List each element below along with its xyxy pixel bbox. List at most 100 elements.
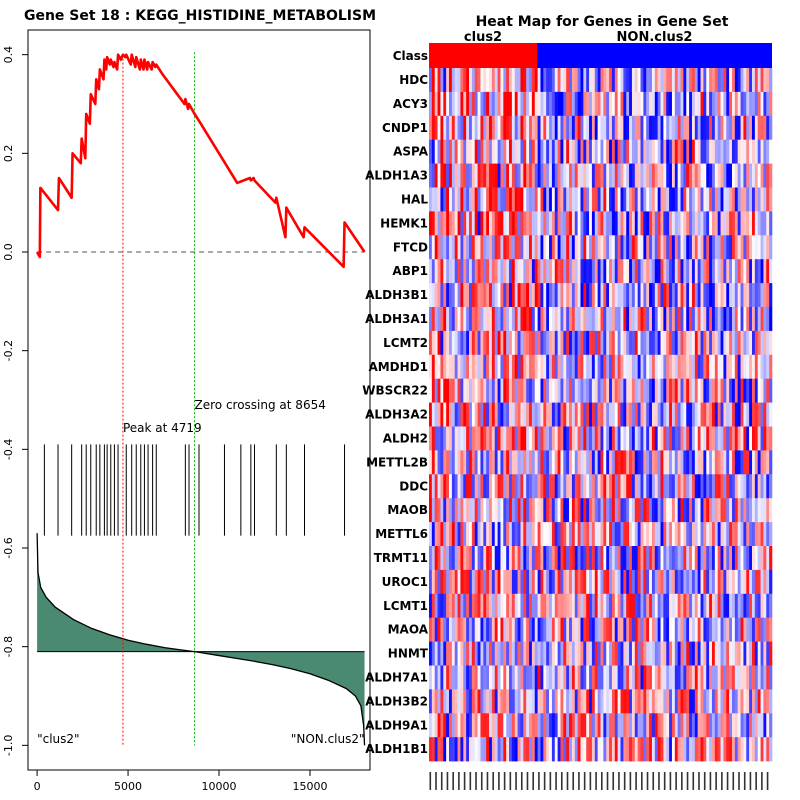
heat-cell bbox=[551, 115, 556, 140]
heat-cell bbox=[751, 283, 756, 308]
heat-cell bbox=[597, 307, 601, 332]
heat-cell bbox=[763, 713, 767, 738]
heat-cell bbox=[631, 235, 636, 260]
heat-cell bbox=[720, 307, 724, 332]
heat-cell bbox=[646, 187, 650, 212]
heat-cell bbox=[591, 378, 596, 403]
heat-cell bbox=[769, 665, 773, 690]
heat-cell bbox=[546, 617, 550, 642]
heat-cell bbox=[754, 546, 759, 571]
heat-cell bbox=[754, 163, 759, 188]
heat-cell bbox=[477, 593, 481, 618]
heat-cell bbox=[569, 569, 573, 595]
heat-cell bbox=[429, 163, 433, 188]
heat-cell bbox=[554, 402, 558, 427]
heat-cell bbox=[451, 330, 456, 356]
heat-cell bbox=[731, 737, 736, 762]
heat-cell bbox=[766, 402, 770, 427]
heat-cell bbox=[743, 641, 747, 666]
heat-cell bbox=[766, 307, 770, 332]
heat-cell bbox=[714, 235, 718, 260]
heat-cell bbox=[731, 235, 736, 260]
sample-label-mark bbox=[452, 772, 454, 790]
heat-cell bbox=[614, 115, 618, 140]
heat-cell bbox=[606, 68, 610, 93]
heat-cell bbox=[429, 187, 433, 212]
heat-cell bbox=[669, 546, 673, 571]
heat-cell bbox=[526, 139, 530, 164]
heat-cell bbox=[686, 259, 690, 284]
heat-cell bbox=[460, 546, 464, 571]
heat-cell bbox=[671, 474, 676, 499]
heat-cell bbox=[703, 617, 707, 642]
heat-cell bbox=[614, 641, 618, 666]
heat-cell bbox=[766, 474, 770, 499]
heat-cell bbox=[737, 163, 741, 188]
heat-cell bbox=[500, 474, 504, 499]
heat-cell bbox=[466, 187, 470, 212]
heat-cell bbox=[466, 378, 470, 403]
heat-cell bbox=[697, 665, 701, 690]
heat-cell bbox=[691, 450, 696, 475]
heat-cell bbox=[723, 139, 727, 164]
heat-cell bbox=[443, 737, 447, 762]
heat-cell bbox=[483, 426, 487, 451]
heat-cell bbox=[743, 569, 747, 595]
heat-cell bbox=[651, 522, 656, 547]
heat-cell bbox=[711, 474, 716, 499]
heat-cell bbox=[574, 235, 578, 260]
heat-cell bbox=[769, 211, 773, 236]
heat-cell bbox=[457, 498, 461, 523]
heat-cell bbox=[743, 91, 747, 117]
heat-cell bbox=[606, 211, 610, 236]
heat-cell bbox=[591, 498, 596, 523]
heat-cell bbox=[700, 259, 704, 284]
heat-cell bbox=[540, 91, 544, 117]
heat-cell bbox=[443, 474, 447, 499]
heat-cell bbox=[551, 211, 556, 236]
heat-cell bbox=[560, 426, 564, 451]
heat-cell bbox=[431, 593, 436, 618]
heat-cell bbox=[746, 91, 750, 117]
heat-cell bbox=[569, 163, 573, 188]
heat-cell bbox=[594, 593, 598, 618]
heat-cell bbox=[526, 617, 530, 642]
heat-cell bbox=[714, 330, 718, 356]
heat-cell bbox=[523, 330, 527, 356]
heat-cell bbox=[597, 330, 601, 356]
heat-cell bbox=[560, 546, 564, 571]
heat-cell bbox=[471, 641, 476, 666]
heat-cell bbox=[620, 259, 624, 284]
heat-cell bbox=[746, 665, 750, 690]
heat-cell bbox=[529, 402, 533, 427]
heat-cell bbox=[460, 91, 464, 117]
heat-cell bbox=[626, 259, 630, 284]
heat-cell bbox=[751, 354, 756, 379]
heat-cell bbox=[769, 115, 773, 140]
heat-cell bbox=[643, 307, 647, 332]
heat-cell bbox=[443, 211, 447, 236]
heat-cell bbox=[471, 139, 476, 164]
heat-cell bbox=[697, 402, 701, 427]
heat-cell bbox=[500, 235, 504, 260]
heat-cell bbox=[620, 593, 624, 618]
heat-cell bbox=[677, 665, 681, 690]
heat-cell bbox=[694, 283, 698, 308]
heat-cell bbox=[649, 474, 653, 499]
heat-cell bbox=[700, 307, 704, 332]
heat-cell bbox=[489, 569, 493, 595]
heat-cell bbox=[657, 450, 661, 475]
heat-cell bbox=[631, 187, 636, 212]
heat-cell bbox=[514, 283, 518, 308]
heat-cell bbox=[614, 163, 618, 188]
heat-cell bbox=[734, 354, 738, 379]
heat-cell bbox=[534, 163, 538, 188]
heat-cell bbox=[574, 402, 578, 427]
heat-cell bbox=[437, 569, 441, 595]
heat-cell bbox=[597, 474, 601, 499]
sample-label-mark bbox=[543, 772, 546, 790]
heat-cell bbox=[569, 641, 573, 666]
heat-cell bbox=[540, 737, 544, 762]
heat-cell bbox=[543, 187, 547, 212]
heat-cell bbox=[740, 426, 744, 451]
